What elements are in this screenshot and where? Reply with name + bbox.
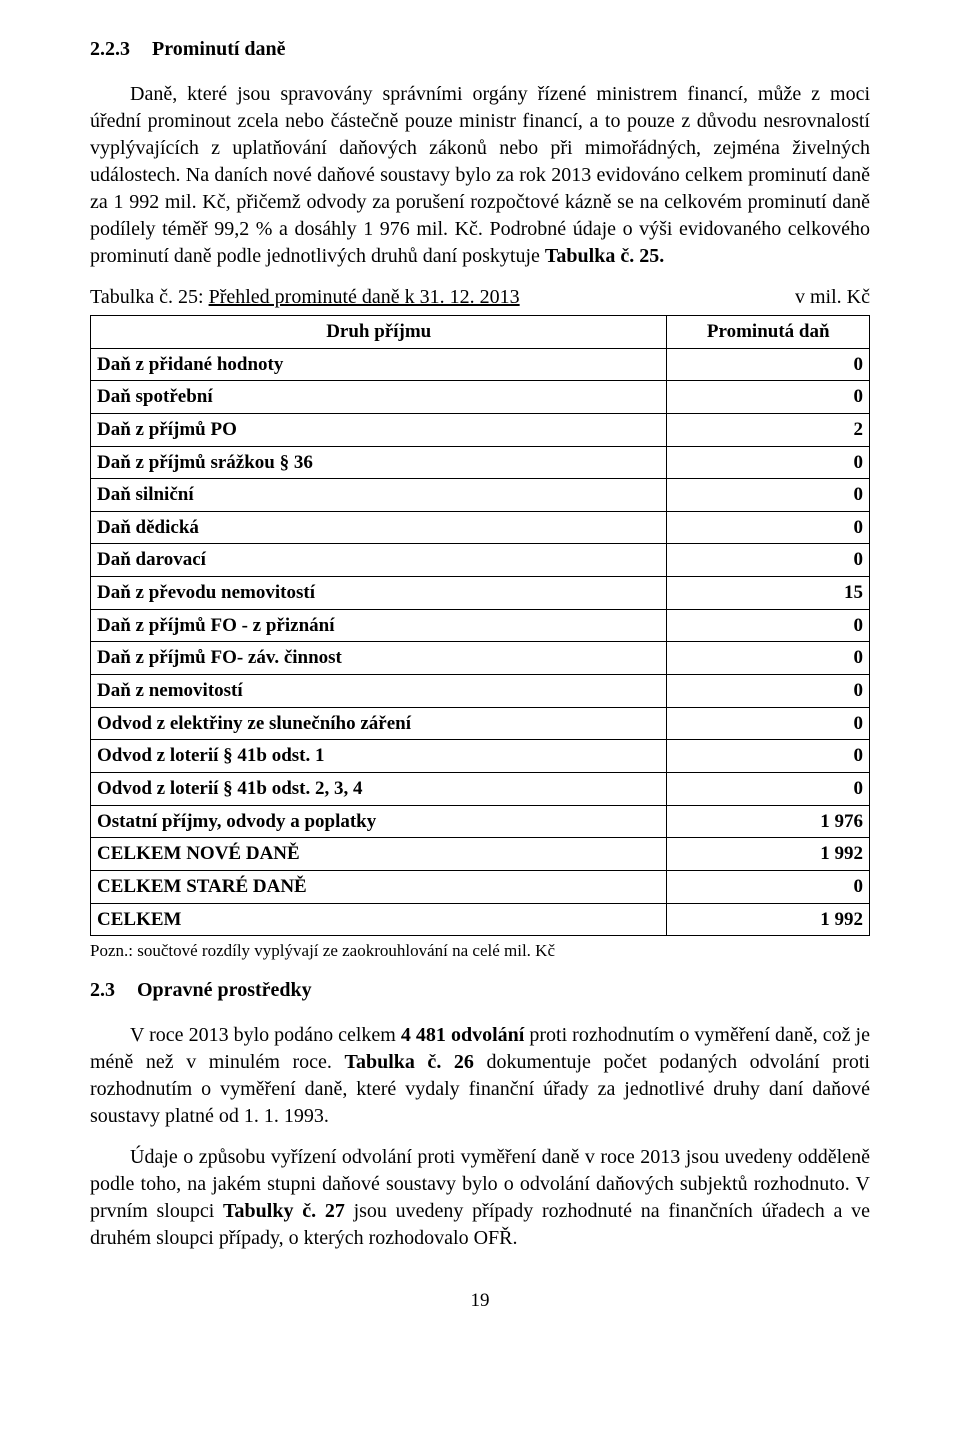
table-row: Daň z nemovitostí0 [91,675,870,708]
table-row: Daň z příjmů FO- záv. činnost0 [91,642,870,675]
table-cell-value: 0 [667,381,870,414]
page-number: 19 [90,1288,870,1314]
heading-number: 2.2.3 [90,36,130,63]
table-row: Odvod z loterií § 41b odst. 10 [91,740,870,773]
table-row: Ostatní příjmy, odvody a poplatky1 976 [91,805,870,838]
para2-bold2: Tabulka č. 26 [344,1051,473,1073]
caption-underline: Přehled prominuté daně k 31. 12. 2013 [209,286,520,308]
paragraph-3: Údaje o způsobu vyřízení odvolání proti … [90,1144,870,1252]
table-row: Daň z přidané hodnoty0 [91,348,870,381]
table-cell-value: 0 [667,511,870,544]
paragraph-2: V roce 2013 bylo podáno celkem 4 481 odv… [90,1022,870,1130]
table-row: Daň z příjmů FO - z přiznání0 [91,609,870,642]
table-row: Daň silniční0 [91,479,870,512]
table-cell-label: Odvod z loterií § 41b odst. 2, 3, 4 [91,772,667,805]
table-cell-label: Daň z příjmů srážkou § 36 [91,446,667,479]
table-cell-value: 0 [667,609,870,642]
para2-bold1: 4 481 odvolání [401,1024,524,1046]
table-cell-label: Daň z příjmů FO - z přiznání [91,609,667,642]
table-cell-label: Daň silniční [91,479,667,512]
table-row: Daň spotřební0 [91,381,870,414]
table-cell-label: Daň z nemovitostí [91,675,667,708]
table-row: Odvod z elektřiny ze slunečního záření0 [91,707,870,740]
section-heading-2-3: 2.3 Opravné prostředky [90,977,870,1004]
table-cell-label: CELKEM STARÉ DANĚ [91,870,667,903]
th-col2: Prominutá daň [667,316,870,349]
table-row: Daň z příjmů PO2 [91,413,870,446]
table-cell-label: Daň z převodu nemovitostí [91,577,667,610]
table-cell-label: Daň darovací [91,544,667,577]
table-row: Daň dědická0 [91,511,870,544]
table-cell-value: 0 [667,348,870,381]
table-cell-label: Odvod z elektřiny ze slunečního záření [91,707,667,740]
table-cell-label: Daň spotřební [91,381,667,414]
table-cell-value: 0 [667,870,870,903]
table-caption: Tabulka č. 25: Přehled prominuté daně k … [90,284,870,311]
heading2-number: 2.3 [90,977,115,1004]
table-row: CELKEM NOVÉ DANĚ1 992 [91,838,870,871]
table-cell-label: Daň z příjmů PO [91,413,667,446]
table-cell-value: 1 976 [667,805,870,838]
paragraph-1: Daně, které jsou spravovány správními or… [90,81,870,270]
table-cell-value: 1 992 [667,838,870,871]
heading-title: Prominutí daně [152,38,286,60]
heading2-title: Opravné prostředky [137,979,312,1001]
table-cell-value: 0 [667,446,870,479]
table-row: CELKEM STARÉ DANĚ0 [91,870,870,903]
para2-pre: V roce 2013 bylo podáno celkem [130,1024,401,1046]
table-cell-value: 0 [667,740,870,773]
table-row: Odvod z loterií § 41b odst. 2, 3, 40 [91,772,870,805]
table-row: Daň z příjmů srážkou § 360 [91,446,870,479]
caption-lead: Tabulka č. 25: [90,286,209,308]
table-cell-value: 0 [667,479,870,512]
table-cell-label: CELKEM NOVÉ DANĚ [91,838,667,871]
section-heading-2-2-3: 2.2.3 Prominutí daně [90,36,870,63]
table-cell-label: Odvod z loterií § 41b odst. 1 [91,740,667,773]
table-cell-value: 1 992 [667,903,870,936]
table-footnote: Pozn.: součtové rozdíly vyplývají ze zao… [90,940,870,963]
table-cell-label: Daň z přidané hodnoty [91,348,667,381]
caption-left: Tabulka č. 25: Přehled prominuté daně k … [90,284,520,311]
table-cell-label: Daň z příjmů FO- záv. činnost [91,642,667,675]
table-row: Daň z převodu nemovitostí15 [91,577,870,610]
para1-bold: Tabulka č. 25. [545,245,664,267]
table-header-row: Druh příjmu Prominutá daň [91,316,870,349]
table-cell-value: 0 [667,642,870,675]
table-cell-value: 0 [667,544,870,577]
table-cell-label: Ostatní příjmy, odvody a poplatky [91,805,667,838]
table-cell-value: 2 [667,413,870,446]
table-cell-value: 0 [667,675,870,708]
table-row: CELKEM1 992 [91,903,870,936]
data-table: Druh příjmu Prominutá daň Daň z přidané … [90,315,870,936]
table-cell-value: 0 [667,772,870,805]
table-cell-label: CELKEM [91,903,667,936]
th-col1: Druh příjmu [91,316,667,349]
table-row: Daň darovací0 [91,544,870,577]
para1-text: Daně, které jsou spravovány správními or… [90,83,870,267]
table-cell-value: 15 [667,577,870,610]
table-cell-label: Daň dědická [91,511,667,544]
caption-unit: v mil. Kč [795,284,870,311]
para3-bold: Tabulky č. 27 [223,1200,345,1222]
table-cell-value: 0 [667,707,870,740]
